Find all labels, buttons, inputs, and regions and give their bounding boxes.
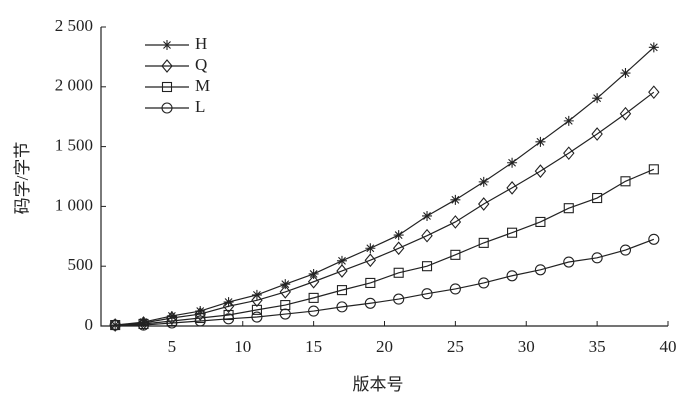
marker (109, 318, 121, 332)
marker (195, 306, 206, 317)
marker (393, 293, 405, 305)
x-tick-label: 10 (234, 337, 251, 356)
marker (138, 317, 149, 328)
marker (534, 164, 547, 178)
marker (591, 252, 603, 264)
marker (279, 285, 291, 299)
marker (449, 283, 461, 295)
marker (251, 304, 262, 315)
marker (336, 255, 347, 266)
marker (449, 215, 462, 229)
marker (648, 42, 659, 53)
marker (591, 127, 603, 141)
marker (336, 301, 348, 313)
marker (279, 308, 291, 320)
x-tick-label: 40 (660, 337, 677, 356)
series-line (115, 46, 655, 326)
marker (162, 40, 172, 50)
marker (563, 256, 575, 268)
y-tick-label: 1 000 (55, 195, 93, 214)
marker (336, 285, 348, 296)
marker (223, 309, 234, 321)
marker (421, 288, 433, 300)
axes (100, 27, 668, 327)
marker (592, 93, 603, 104)
marker (365, 243, 376, 254)
marker (307, 274, 320, 289)
marker (280, 279, 291, 290)
marker (161, 102, 173, 114)
marker (535, 136, 546, 147)
marker (308, 292, 319, 303)
legend-label: H (195, 34, 207, 53)
marker (161, 81, 173, 93)
marker (506, 181, 518, 195)
marker (478, 277, 490, 289)
marker (223, 297, 234, 308)
x-axis-label: 版本号 (353, 375, 404, 394)
marker (421, 228, 433, 243)
marker (194, 315, 206, 327)
marker (478, 176, 489, 187)
marker (648, 164, 659, 175)
legend-label: M (195, 76, 210, 95)
marker (364, 297, 376, 309)
marker (563, 115, 574, 126)
series-line (115, 91, 655, 326)
marker (336, 264, 348, 278)
marker (535, 216, 546, 227)
marker (620, 68, 631, 79)
marker (393, 230, 404, 241)
marker (450, 249, 461, 260)
marker (392, 241, 405, 256)
marker (166, 317, 178, 329)
marker (619, 244, 632, 256)
marker (506, 270, 518, 282)
marker (648, 85, 660, 100)
marker (563, 203, 574, 214)
y-tick-label: 1 500 (55, 136, 93, 155)
legend-label: L (195, 97, 205, 116)
marker (450, 194, 461, 205)
marker (194, 307, 206, 321)
x-tick-label: 35 (589, 337, 606, 356)
y-tick-label: 0 (85, 315, 94, 334)
y-tick-label: 2 000 (55, 76, 93, 95)
x-tick-label: 25 (447, 337, 464, 356)
marker (365, 277, 376, 288)
marker (161, 59, 173, 73)
marker (223, 313, 235, 325)
y-axis-label: 码字/字节 (13, 142, 32, 215)
marker (251, 311, 263, 323)
marker (563, 146, 575, 161)
y-tick-label: 2 500 (55, 16, 93, 35)
marker (137, 319, 150, 331)
marker (308, 305, 320, 317)
y-tick-label: 500 (68, 255, 94, 274)
marker (364, 253, 377, 268)
marker (393, 267, 404, 278)
marker (478, 237, 489, 248)
marker (507, 157, 518, 168)
marker (422, 210, 433, 221)
marker (620, 176, 631, 187)
marker (648, 233, 660, 245)
legend-label: Q (195, 55, 207, 74)
marker (619, 106, 632, 121)
x-tick-label: 20 (376, 337, 393, 356)
marker (534, 264, 546, 276)
x-tick-label: 5 (168, 337, 177, 356)
marker (222, 299, 235, 314)
marker (251, 293, 263, 308)
x-tick-label: 15 (305, 337, 322, 356)
marker (421, 261, 433, 272)
marker (109, 319, 121, 331)
marker (507, 227, 518, 238)
marker (478, 197, 490, 211)
marker (308, 268, 319, 279)
x-tick-label: 30 (518, 337, 535, 356)
marker (592, 192, 603, 204)
